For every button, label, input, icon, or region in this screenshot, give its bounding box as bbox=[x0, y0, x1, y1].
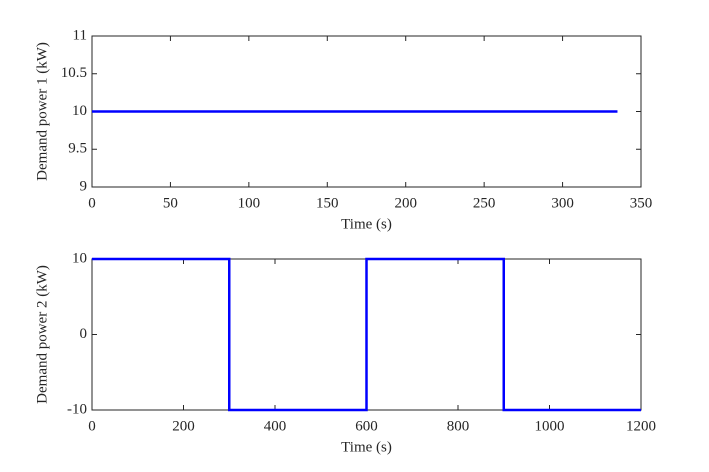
y-axis-label: Demand power 1 (kW) bbox=[34, 42, 50, 181]
y-tick-label: 9.5 bbox=[68, 141, 87, 157]
y-tick-label: 11 bbox=[73, 27, 87, 43]
x-tick-label: 300 bbox=[551, 195, 574, 211]
y-axis-label: Demand power 2 (kW) bbox=[34, 265, 50, 404]
x-tick-label: 100 bbox=[238, 195, 261, 211]
y-tick-label: -10 bbox=[67, 401, 87, 417]
x-tick-label: 50 bbox=[163, 195, 178, 211]
x-tick-label: 0 bbox=[88, 195, 96, 211]
data-line bbox=[92, 257, 641, 412]
x-axis-label: Time (s) bbox=[341, 216, 392, 232]
x-tick-label: 800 bbox=[447, 418, 470, 434]
x-tick-label: 400 bbox=[264, 418, 287, 434]
x-axis-label: Time (s) bbox=[341, 439, 392, 455]
y-tick-label: 0 bbox=[80, 326, 88, 342]
x-tick-label: 1000 bbox=[535, 418, 565, 434]
x-tick-label: 250 bbox=[473, 195, 496, 211]
y-tick-label: 10 bbox=[72, 103, 87, 119]
x-tick-label: 200 bbox=[172, 418, 195, 434]
x-tick-label: 1200 bbox=[626, 418, 656, 434]
x-tick-label: 600 bbox=[355, 418, 378, 434]
y-tick-label: 10 bbox=[72, 250, 87, 266]
x-tick-label: 0 bbox=[88, 418, 96, 434]
x-tick-label: 150 bbox=[316, 195, 339, 211]
x-tick-label: 200 bbox=[394, 195, 417, 211]
y-tick-label: 10.5 bbox=[61, 65, 87, 81]
y-tick-label: 9 bbox=[80, 178, 88, 194]
x-tick-label: 350 bbox=[630, 195, 653, 211]
